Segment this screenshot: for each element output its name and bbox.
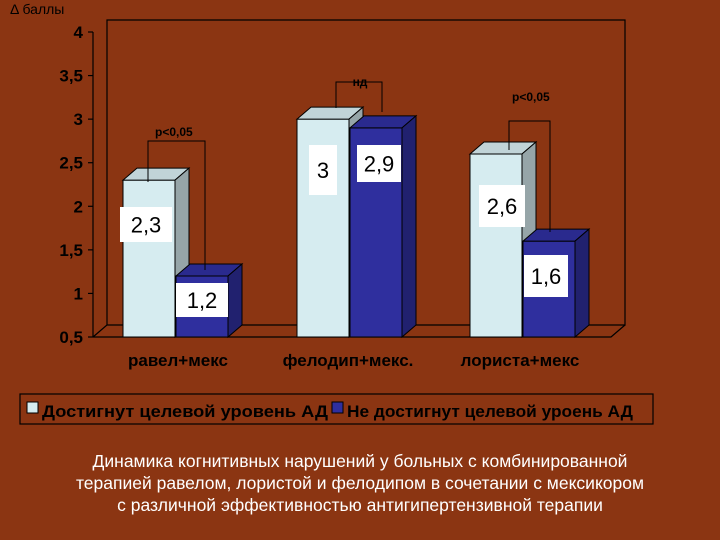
- data-label-box: [524, 255, 568, 297]
- caption-line-1: Динамика когнитивных нарушений у больных…: [92, 451, 628, 471]
- caption-line-3: с различной эффективностью антигипертенз…: [117, 495, 603, 515]
- plot-floor-edge: [93, 324, 626, 338]
- y-tick-label: 3,5: [59, 67, 83, 86]
- data-label: 1,6: [531, 264, 562, 289]
- data-label-box: [176, 283, 228, 317]
- y-tick-label: 2,5: [59, 154, 83, 173]
- bar-side: [401, 114, 417, 339]
- significance-label: p<0,05: [512, 90, 550, 104]
- data-label-box: [357, 145, 401, 182]
- data-label: 2,6: [487, 194, 518, 219]
- slide-caption: Динамика когнитивных нарушений у больных…: [20, 450, 700, 516]
- data-label-box: [479, 185, 525, 227]
- x-tick-label: лориста+мекс: [461, 351, 580, 370]
- y-tick-label: 1,5: [59, 241, 83, 260]
- data-label: 2,3: [131, 213, 162, 238]
- caption-line-2: терапией равелом, лористой и фелодипом в…: [75, 473, 645, 493]
- x-tick-label: фелодип+мекс.: [283, 351, 414, 370]
- data-label: 2,9: [364, 152, 395, 177]
- y-axis-label: Δ баллы: [10, 1, 64, 17]
- legend-swatch: [331, 401, 344, 414]
- y-tick-label: 2: [74, 197, 83, 216]
- y-tick-label: 3: [74, 110, 83, 129]
- significance-bracket: [508, 120, 551, 232]
- legend-label: Не достигнут целевой уроень АД: [347, 402, 633, 421]
- data-label-box: [120, 207, 172, 242]
- bar-side: [574, 228, 590, 339]
- significance-bracket: [335, 81, 383, 112]
- data-label: 3: [317, 158, 329, 183]
- significance-label: p<0,05: [155, 125, 193, 139]
- data-label: 1,2: [187, 288, 218, 313]
- legend-swatch: [26, 401, 39, 414]
- y-tick-label: 0,5: [59, 328, 83, 347]
- x-tick-label: равел+мекс: [128, 351, 228, 370]
- significance-label: нд: [353, 75, 368, 89]
- y-tick-label: 1: [74, 284, 83, 303]
- bar-front: [469, 153, 523, 338]
- significance-bracket: [147, 140, 206, 270]
- legend-label: Достигнут целевой уровень АД: [42, 402, 328, 421]
- bar-front: [122, 179, 176, 338]
- data-label-box: [309, 145, 337, 195]
- bar-side: [227, 262, 243, 339]
- y-tick-label: 4: [74, 23, 84, 42]
